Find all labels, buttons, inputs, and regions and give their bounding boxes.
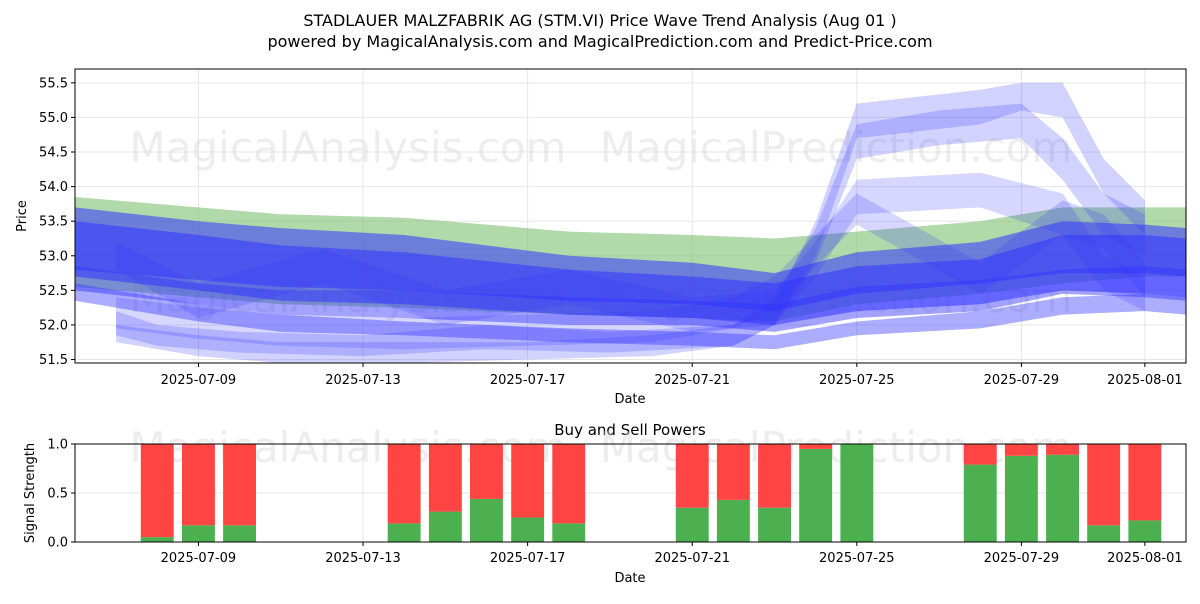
buy-bar <box>1087 525 1121 542</box>
sell-bar <box>223 444 256 526</box>
wave-band-blue <box>75 283 1186 350</box>
signal-x-axis-label: Date <box>614 571 645 586</box>
sell-bar <box>511 444 545 518</box>
sell-bar <box>799 444 833 449</box>
signal-bars <box>140 444 1162 542</box>
price-y-tick-label: 53.5 <box>39 215 68 230</box>
sell-bar <box>1087 444 1121 526</box>
sell-bar <box>963 444 997 465</box>
price-y-tick-label: 52.5 <box>39 284 68 299</box>
watermark-signal-prediction: MagicalPrediction.com <box>600 423 1073 472</box>
sell-bar <box>428 444 462 512</box>
buy-bar <box>840 444 874 542</box>
buy-bar <box>470 498 503 542</box>
buy-bar <box>223 525 256 542</box>
sell-bar <box>675 444 709 508</box>
sell-bar <box>716 444 750 500</box>
signal-y-tick-label: 0.5 <box>47 487 68 502</box>
buy-bar <box>1046 454 1079 542</box>
price-wave-panel: MagicalAnalysis.com MagicalPrediction.co… <box>15 68 1187 407</box>
signal-x-ticks: 2025-07-09 2025-07-13 2025-07-17 2025-07-21… <box>161 542 1183 566</box>
price-x-axis-label: Date <box>614 392 645 407</box>
sell-bar <box>1046 444 1079 455</box>
price-y-tick-label: 53.0 <box>39 249 68 264</box>
buy-bar <box>799 448 833 542</box>
sell-bar <box>387 444 421 524</box>
price-plot-frame <box>74 68 1187 364</box>
price-x-tick-label: 2025-07-09 <box>161 373 237 388</box>
signal-watermarks: MagicalAnalysis.com MagicalPrediction.co… <box>130 423 1073 472</box>
chart-subtitle: powered by MagicalAnalysis.com and Magic… <box>267 32 932 51</box>
buy-bar <box>963 464 997 542</box>
price-x-tick-label: 2025-07-29 <box>984 373 1060 388</box>
price-x-tick-label: 2025-07-21 <box>654 373 730 388</box>
signal-y-ticks: 0.0 0.5 1.0 <box>47 438 75 551</box>
signal-x-tick-label: 2025-07-29 <box>984 551 1060 566</box>
price-y-tick-label: 54.5 <box>39 146 68 161</box>
signal-x-tick-label: 2025-07-25 <box>819 551 895 566</box>
price-bands <box>75 82 1186 363</box>
watermark-prediction: MagicalPrediction.com <box>600 123 1073 172</box>
price-x-tick-label: 2025-08-01 <box>1107 373 1183 388</box>
buy-bar <box>511 517 545 542</box>
price-x-tick-label: 2025-07-13 <box>325 373 401 388</box>
buy-bar <box>758 507 791 542</box>
price-y-tick-label: 51.5 <box>39 353 68 368</box>
sell-bar <box>182 444 215 526</box>
buy-bar <box>1004 455 1038 542</box>
price-x-ticks: 2025-07-09 2025-07-13 2025-07-17 2025-07-21… <box>161 363 1183 388</box>
chart-title: STADLAUER MALZFABRIK AG (STM.VI) Price W… <box>303 11 896 30</box>
wave-band-blue <box>116 103 1145 363</box>
sell-bar <box>470 444 503 499</box>
signal-y-axis-label: Signal Strength <box>23 443 38 543</box>
buy-bar <box>140 537 174 542</box>
sell-bar <box>552 444 586 524</box>
price-y-axis-label: Price <box>15 200 30 232</box>
buy-bar <box>1128 520 1162 542</box>
price-y-tick-label: 55.5 <box>39 76 68 91</box>
sell-bar <box>758 444 791 508</box>
signal-title: Buy and Sell Powers <box>554 421 706 439</box>
price-y-tick-label: 55.0 <box>39 111 68 126</box>
wave-band-blue <box>116 172 1145 332</box>
price-y-tick-label: 54.0 <box>39 180 68 195</box>
buy-bar <box>675 507 709 542</box>
sell-bar <box>140 444 174 538</box>
buy-bar <box>552 523 586 542</box>
signal-x-tick-label: 2025-08-01 <box>1107 551 1183 566</box>
watermark-analysis: MagicalAnalysis.com <box>130 123 567 172</box>
signal-x-tick-label: 2025-07-13 <box>325 551 401 566</box>
signal-x-tick-label: 2025-07-21 <box>654 551 730 566</box>
sell-bar <box>1128 444 1162 521</box>
sell-bar <box>1004 444 1038 456</box>
buy-bar <box>182 525 215 542</box>
buy-bar <box>716 499 750 542</box>
wave-band-blue <box>116 82 1145 357</box>
wave-band-blue <box>75 266 1186 332</box>
buy-bar <box>428 511 462 542</box>
signal-y-tick-label: 1.0 <box>47 438 68 453</box>
signal-panel: Buy and Sell Powers MagicalAnalysis.com … <box>23 421 1187 586</box>
buy-bar <box>387 523 421 542</box>
price-x-tick-label: 2025-07-17 <box>490 373 566 388</box>
signal-x-tick-label: 2025-07-09 <box>161 551 237 566</box>
wave-band-blue <box>75 221 1186 325</box>
price-x-tick-label: 2025-07-25 <box>819 373 895 388</box>
price-y-ticks: 51.5 52.0 52.5 53.0 53.5 54.0 54.5 55.0 55.5 <box>39 76 75 368</box>
price-y-tick-label: 52.0 <box>39 318 68 333</box>
signal-x-tick-label: 2025-07-17 <box>490 551 566 566</box>
signal-y-tick-label: 0.0 <box>47 536 68 551</box>
wave-band-blue <box>116 193 1145 350</box>
